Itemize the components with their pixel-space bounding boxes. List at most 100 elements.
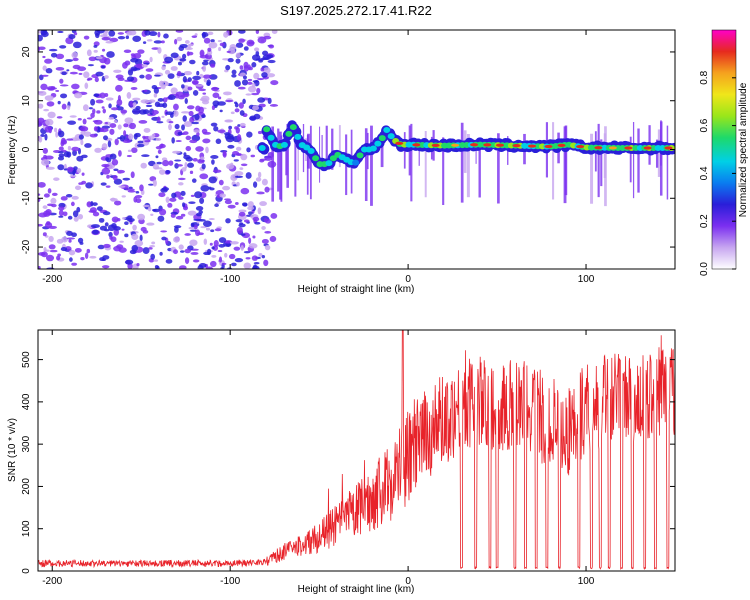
noise-blob [207, 31, 214, 36]
noise-blob [132, 224, 137, 231]
noise-blob [160, 230, 168, 233]
noise-blob [173, 110, 179, 117]
noise-blob [245, 93, 252, 96]
x-tick-label: -100 [220, 274, 240, 285]
noise-blob [228, 253, 236, 260]
noise-blob [213, 240, 219, 248]
noise-blob [55, 66, 65, 71]
noise-blob [69, 115, 77, 118]
noise-blob [111, 158, 119, 166]
noise-blob [58, 215, 64, 218]
noise-blob [109, 37, 119, 43]
noise-blob [247, 78, 253, 82]
noise-blob [170, 52, 179, 59]
noise-blob [255, 30, 260, 34]
ridge-peak [576, 144, 585, 149]
noise-blob [247, 81, 253, 85]
noise-blob [114, 138, 119, 146]
noise-blob [180, 190, 186, 196]
noise-blob [178, 182, 184, 186]
noise-blob [47, 188, 52, 194]
noise-blob [93, 49, 98, 53]
noise-blob [179, 265, 187, 269]
noise-blob [242, 75, 247, 80]
ridge-core [294, 133, 302, 140]
noise-blob [151, 110, 159, 115]
noise-blob [256, 191, 265, 195]
noise-blob [38, 135, 43, 143]
noise-blob [109, 153, 117, 160]
noise-blob [40, 159, 50, 166]
noise-blob [122, 217, 126, 220]
noise-blob [115, 74, 124, 79]
colorbar: 0.0 0.2 0.4 0.6 0.8 Normalized spectral ampl… [699, 29, 749, 276]
noise-blob [194, 33, 198, 37]
noise-blob [261, 238, 269, 244]
noise-blob [191, 35, 198, 39]
y-tick-label: -10 [21, 191, 32, 206]
spectrogram-x-label: Height of straight line (km) [298, 284, 415, 295]
noise-blob [224, 132, 231, 136]
noise-blob [136, 143, 145, 148]
noise-blob [165, 170, 171, 175]
noise-blob [42, 205, 48, 209]
ridge-core [329, 155, 337, 162]
noise-blob [178, 196, 184, 200]
noise-blob [183, 121, 193, 128]
ridge-peak [451, 143, 460, 147]
noise-blob [58, 151, 64, 154]
noise-blob [257, 207, 262, 215]
noise-blob [105, 157, 110, 161]
noise-blob [71, 146, 80, 152]
noise-blob [57, 100, 61, 105]
noise-blob [257, 130, 263, 135]
noise-blob [77, 213, 84, 220]
noise-blob [208, 218, 215, 221]
snr-panel: -200 -100 0 100 0 100 200 300 400 500 Height of … [7, 329, 676, 595]
noise-blob [149, 245, 156, 248]
noise-blob [121, 195, 126, 198]
noise-blob [67, 120, 77, 125]
noise-blob [151, 85, 158, 90]
noise-blob [118, 150, 122, 157]
noise-blob [101, 265, 110, 269]
noise-blob [135, 190, 140, 194]
noise-blob [88, 210, 97, 213]
noise-blob [240, 187, 250, 195]
noise-blob [50, 197, 57, 204]
noise-blob [68, 249, 76, 256]
noise-blob [211, 159, 215, 165]
noise-blob [194, 84, 204, 87]
y-tick-label: 0 [21, 568, 32, 574]
noise-blob [184, 257, 190, 265]
noise-blob [113, 69, 122, 73]
colorbar-ticks: 0.0 0.2 0.4 0.6 0.8 [699, 70, 736, 276]
noise-blob [151, 47, 160, 50]
noise-blob [80, 257, 85, 261]
noise-blob [77, 117, 82, 121]
noise-blob [81, 172, 85, 176]
noise-blob [110, 107, 119, 111]
noise-blob [199, 197, 205, 204]
noise-blob [212, 92, 220, 99]
noise-blob [73, 216, 79, 222]
noise-blob [84, 252, 89, 259]
y-tick-label: 400 [21, 393, 32, 410]
noise-blob [137, 140, 144, 144]
noise-blob [83, 71, 90, 79]
noise-blob [155, 155, 159, 159]
noise-blob [175, 215, 184, 220]
ridge-peak [495, 143, 504, 147]
noise-blob [44, 95, 54, 101]
noise-blob [251, 265, 260, 269]
noise-blob [113, 120, 118, 123]
x-tick-label: 0 [405, 274, 411, 285]
noise-blob [90, 98, 96, 106]
noise-blob [87, 64, 95, 67]
noise-blob [107, 140, 112, 148]
noise-blob [226, 50, 231, 53]
noise-blob [60, 137, 66, 145]
noise-blob [198, 88, 207, 92]
noise-blob [240, 163, 248, 167]
noise-blob [201, 128, 208, 134]
